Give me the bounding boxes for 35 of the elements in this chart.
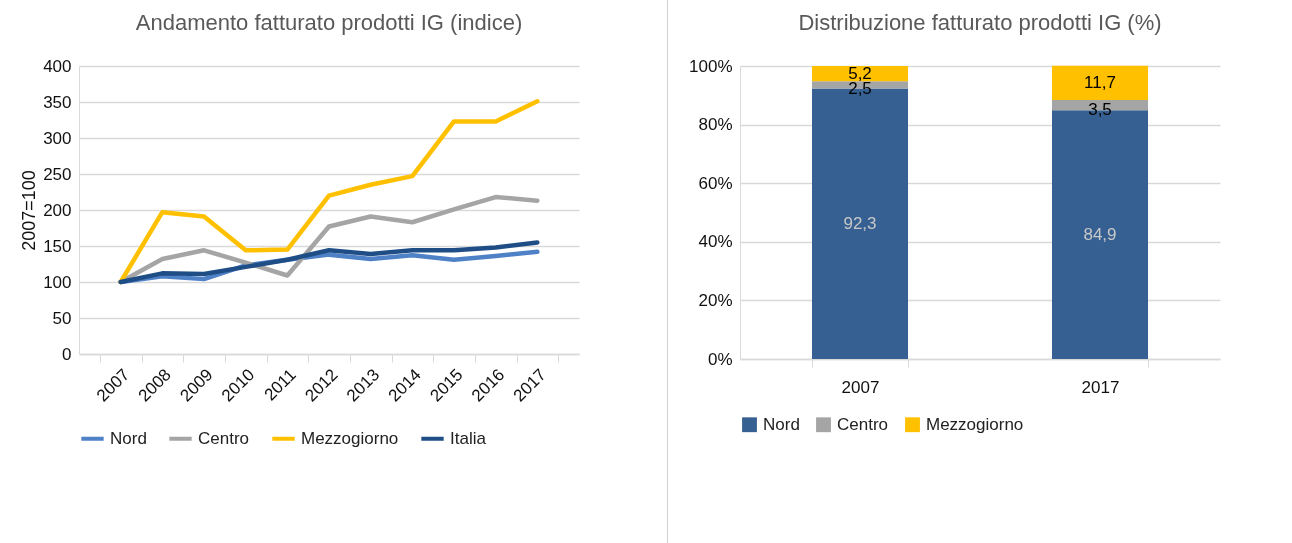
legend-label: Centro [837, 414, 889, 434]
legend-label: Nord [763, 414, 800, 434]
y-tick-label: 100 [43, 272, 72, 292]
x-tick-label: 2017 [1081, 377, 1120, 397]
data-label: 92,3 [843, 213, 877, 233]
bar [1052, 65, 1148, 100]
chart-title: Distribuzione fatturato prodotti IG (%) [798, 10, 1162, 35]
y-tick-label: 80% [698, 115, 733, 135]
y-tick-label: 50 [52, 308, 72, 328]
data-label: 11,7 [1084, 72, 1116, 92]
y-tick-label: 400 [43, 56, 72, 76]
y-axis-title: 2007=100 [19, 170, 40, 251]
data-label: 5,2 [848, 63, 872, 83]
legend-label: Mezzogiorno [301, 428, 399, 448]
legend-label: Mezzogiorno [926, 414, 1024, 434]
y-tick-label: 200 [43, 200, 72, 220]
bar [812, 66, 908, 82]
y-tick-label: 0% [707, 349, 733, 369]
legend-label: Italia [450, 428, 487, 448]
chart-title: Andamento fatturato prodotti IG (indice) [135, 10, 523, 35]
y-tick-label: 350 [43, 92, 72, 112]
y-tick-label: 20% [698, 290, 733, 310]
y-tick-label: 150 [43, 236, 72, 256]
legend-label: Nord [110, 428, 147, 448]
y-tick-label: 0 [62, 344, 72, 364]
y-tick-label: 300 [43, 128, 72, 148]
y-tick-label: 60% [698, 173, 733, 193]
data-label: 3,5 [1088, 100, 1112, 120]
x-tick-label: 2007 [841, 377, 880, 397]
y-tick-label: 40% [698, 232, 733, 252]
data-label: 84,9 [1083, 224, 1117, 244]
y-tick-label: 100% [689, 56, 733, 76]
line-series [118, 240, 540, 285]
y-tick-label: 250 [43, 164, 72, 184]
legend-label: Centro [198, 428, 250, 448]
